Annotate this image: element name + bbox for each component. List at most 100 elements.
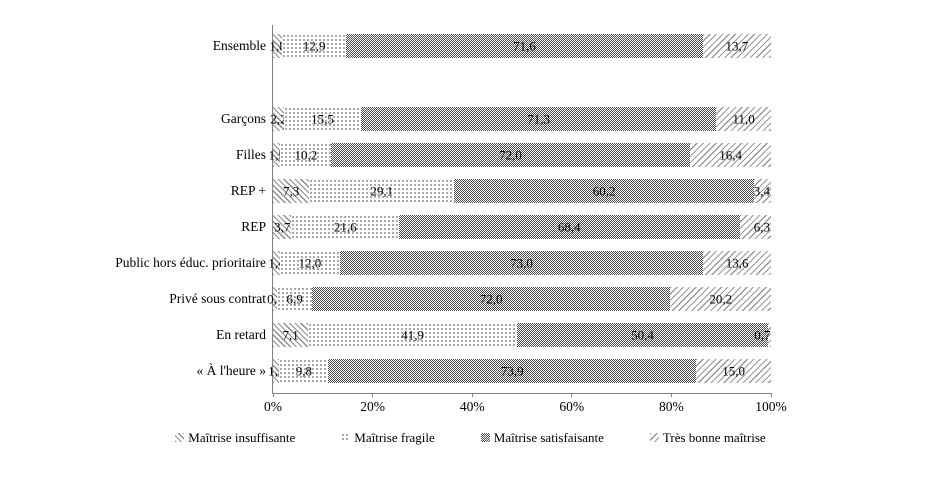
bar-row: 3,7 21,6 68,4 6,3 xyxy=(273,215,771,239)
bar-row: 1,4 12,0 73,0 13,6 xyxy=(268,251,771,275)
segment-value-label: 6,9 xyxy=(286,291,303,307)
bar-segment-p1: 41,9 xyxy=(308,323,517,347)
legend-label: Maîtrise satisfaisante xyxy=(493,430,604,445)
category-label: REP + xyxy=(230,183,266,198)
segment-value-label: 50,4 xyxy=(631,327,654,343)
legend-item: Maîtrise satisfaisante xyxy=(480,430,604,445)
x-axis-tick-label: 40% xyxy=(459,399,485,414)
segment-value-label: 72,0 xyxy=(479,291,503,307)
bar-segment-p0: 1,8 xyxy=(269,34,286,58)
bar-segment-p2: 71,6 xyxy=(346,34,703,58)
bar-segment-p2: 68,4 xyxy=(398,215,740,239)
legend-label: Maîtrise insuffisante xyxy=(188,430,296,445)
segment-value-label: 12,9 xyxy=(302,38,326,54)
segment-value-label: 9,8 xyxy=(295,363,312,379)
bar-row: 7,3 29,1 60,2 3,4 xyxy=(273,179,771,203)
bar-segment-p2: 71,3 xyxy=(361,107,717,131)
x-axis-tick xyxy=(670,393,672,397)
legend-swatch-diagonal-slash-hatch-icon xyxy=(649,433,659,442)
bar-segment-p1: 12,0 xyxy=(279,251,340,275)
bar-segment-p3: 20,2 xyxy=(670,287,771,311)
segment-value-label: 71,6 xyxy=(513,38,536,54)
bar-segment-p1: 15,5 xyxy=(283,107,362,131)
segment-value-label: 13,7 xyxy=(725,38,749,54)
segment-value-label: 12,0 xyxy=(298,255,322,271)
x-axis-tick-label: 60% xyxy=(559,399,585,414)
bar-segment-p1: 21,6 xyxy=(291,215,399,239)
x-axis-tick xyxy=(471,393,473,397)
x-axis-tick xyxy=(272,393,274,397)
category-label: Garçons xyxy=(221,111,266,126)
bar-row: 1,5 10,2 72,0 16,4 xyxy=(269,143,772,167)
bar-segment-p0: 7,3 xyxy=(273,179,310,203)
segment-value-label: 6,3 xyxy=(753,219,770,235)
plot-area: 1,8 12,9 71,6 13,7 2,2 15,5 71,3 11,0 1,5 10,2 72,… xyxy=(264,25,787,413)
legend-item: Très bonne maîtrise xyxy=(649,430,766,445)
legend-label: Très bonne maîtrise xyxy=(662,430,766,445)
bar-row: 0,9 6,9 72,0 20,2 xyxy=(267,287,771,311)
segment-value-label: 73,0 xyxy=(510,255,533,271)
bar-row: 1,8 12,9 71,6 13,7 xyxy=(269,34,771,58)
bar-segment-p0: 7,1 xyxy=(273,323,309,347)
segment-value-label: 21,6 xyxy=(333,219,357,235)
segment-value-label: 15,0 xyxy=(722,363,746,379)
legend-swatch-diagonal-backslash-hatch-icon xyxy=(175,433,185,442)
segment-value-label: 7,3 xyxy=(283,183,300,199)
category-label: Public hors éduc. prioritaire xyxy=(115,255,266,270)
category-label: Ensemble xyxy=(212,38,266,53)
bar-segment-p1: 9,8 xyxy=(279,359,329,383)
bar-row: 7,1 41,9 50,4 0,7 xyxy=(273,323,772,347)
bar-row: 1,3 9,8 73,9 15,0 xyxy=(268,359,771,383)
legend-swatch-dots-icon xyxy=(341,433,351,442)
bar-segment-p1: 6,9 xyxy=(277,287,312,311)
bar-segment-p3: 0,7 xyxy=(754,323,772,347)
bar-segment-p2: 73,0 xyxy=(339,251,704,275)
x-axis-tick-label: 0% xyxy=(264,399,282,414)
bar-segment-p3: 16,4 xyxy=(689,143,772,167)
bar-segment-p0: 1,4 xyxy=(268,251,285,275)
x-axis-tick xyxy=(770,393,772,397)
segment-value-label: 16,4 xyxy=(719,147,743,163)
bar-segment-p0: 3,7 xyxy=(273,215,292,239)
segment-value-label: 71,3 xyxy=(527,111,551,127)
segment-value-label: 2,2 xyxy=(270,111,287,127)
bar-row: 2,2 15,5 71,3 11,0 xyxy=(270,107,771,131)
bar-segment-p2: 72,0 xyxy=(311,287,671,311)
legend-item: Maîtrise insuffisante xyxy=(175,431,295,444)
x-axis-tick xyxy=(571,393,573,397)
segment-value-label: 20,2 xyxy=(709,291,733,307)
category-label: En retard xyxy=(216,327,266,342)
segment-value-label: 68,4 xyxy=(557,219,581,235)
segment-value-label: 3,7 xyxy=(274,219,291,235)
segment-value-label: 3,4 xyxy=(753,183,770,199)
bar-segment-p2: 60,2 xyxy=(454,179,755,203)
category-axis: Ensemble Garçons Filles REP + REP Public hors… xyxy=(0,25,266,393)
bar-segment-p3: 13,6 xyxy=(703,251,771,275)
bar-segment-p2: 50,4 xyxy=(517,323,768,347)
bar-segment-p0: 1,5 xyxy=(269,143,285,167)
segment-value-label: 15,5 xyxy=(311,111,334,127)
legend-label: Maîtrise fragile xyxy=(354,430,435,445)
segment-value-label: 60,2 xyxy=(592,183,616,199)
bar-segment-p3: 11,0 xyxy=(716,107,771,131)
category-label: REP xyxy=(241,219,266,234)
segment-value-label: 13,6 xyxy=(725,255,749,271)
segment-value-label: 41,9 xyxy=(401,327,425,343)
legend-item: Maîtrise fragile xyxy=(341,431,435,444)
x-axis-tick-label: 100% xyxy=(755,399,787,414)
segment-value-label: 7,1 xyxy=(282,327,299,343)
x-axis-tick-label: 20% xyxy=(360,399,385,414)
x-axis-tick-label: 80% xyxy=(659,399,684,414)
bar-segment-p2: 73,9 xyxy=(328,359,697,383)
bar-segment-p3: 6,3 xyxy=(739,215,771,239)
segment-value-label: 1,8 xyxy=(269,38,286,54)
legend-swatch-gray-checker-icon xyxy=(480,433,490,442)
bar-segment-p3: 3,4 xyxy=(754,179,771,203)
bar-segment-p2: 72,0 xyxy=(331,143,690,167)
bar-segment-p3: 13,7 xyxy=(702,34,771,58)
segment-value-label: 72,0 xyxy=(499,147,522,163)
category-label: Privé sous contrat xyxy=(169,291,266,306)
bar-segment-p1: 10,2 xyxy=(280,143,332,167)
bar-segment-p3: 15,0 xyxy=(696,359,771,383)
